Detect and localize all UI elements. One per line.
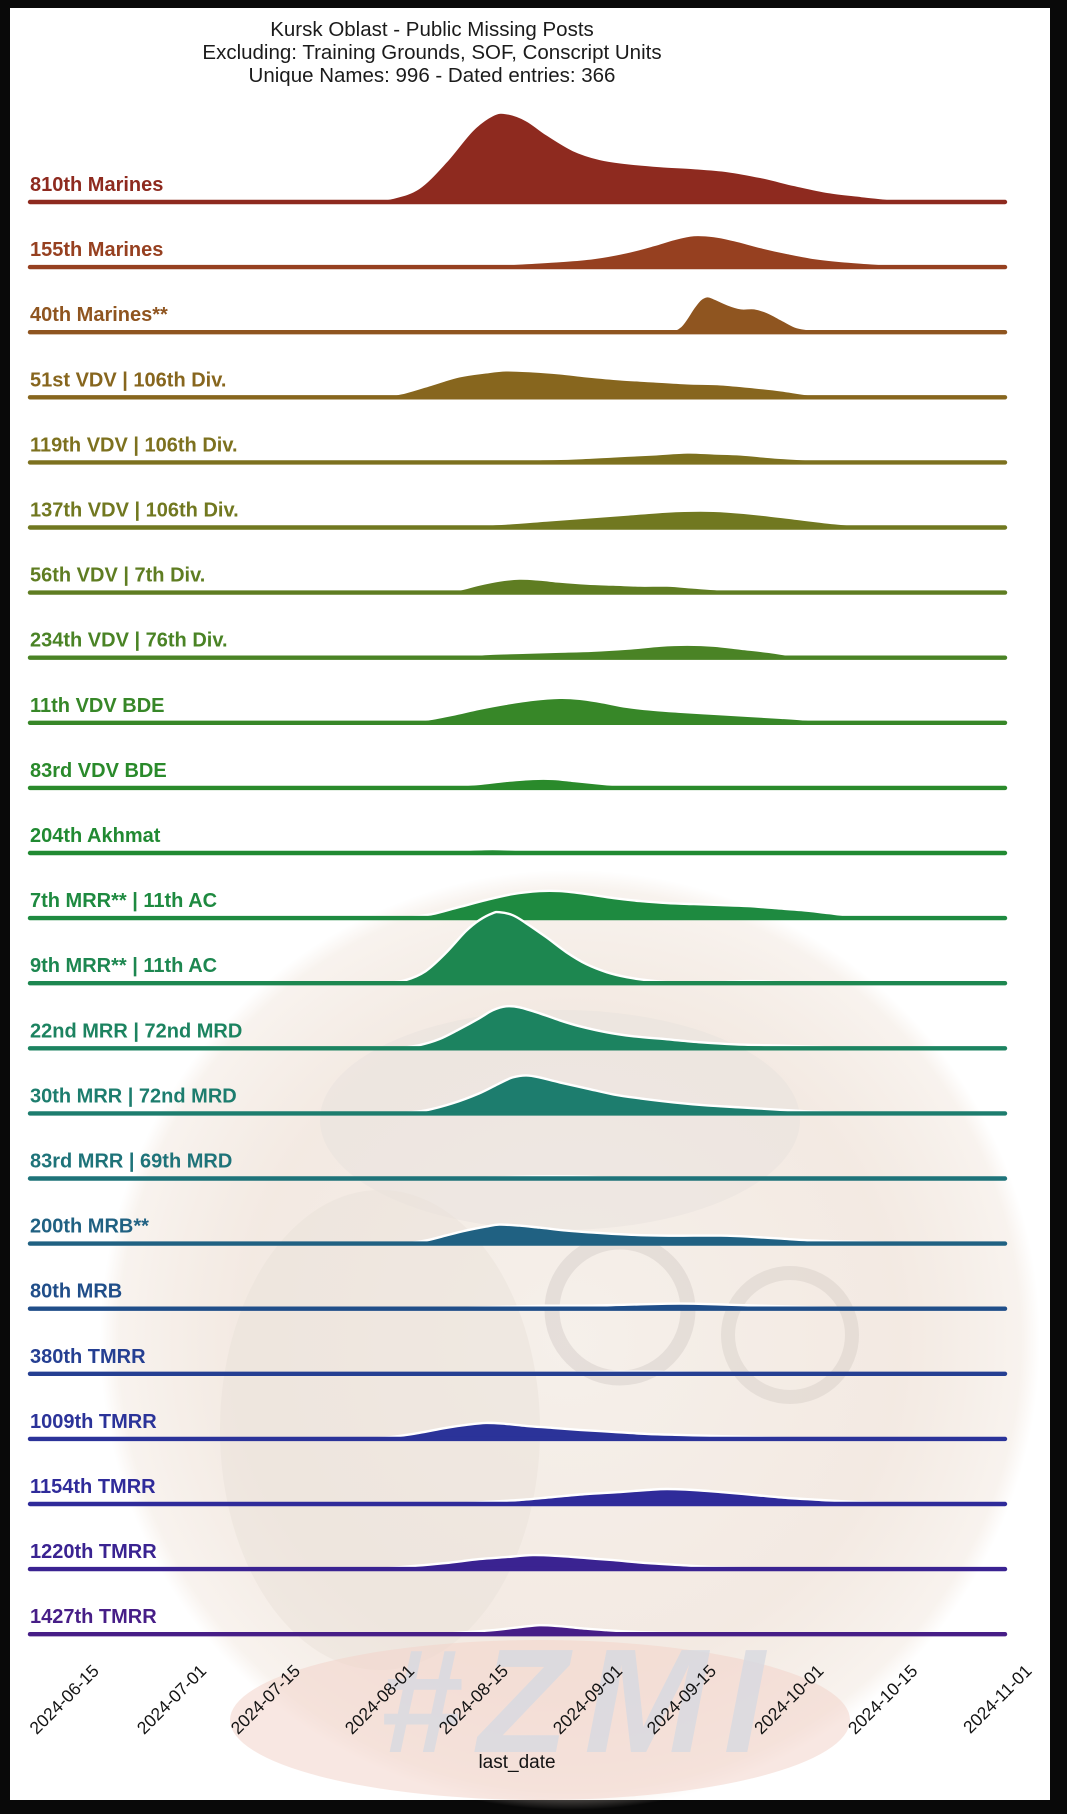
ridge-row-30th-mrr-72nd-mrd: 30th MRR | 72nd MRD: [27, 1074, 1008, 1116]
density-area: [438, 578, 761, 593]
title-line-1: Kursk Oblast - Public Missing Posts: [270, 18, 594, 41]
row-label: 234th VDV | 76th Div.: [30, 630, 228, 652]
row-label: 137th VDV | 106th Div.: [30, 500, 239, 522]
ridge-row-1009th-tmrr: 1009th TMRR: [27, 1411, 1008, 1442]
ridge-row-119th-vdv-106th-div: 119th VDV | 106th Div.: [27, 434, 1008, 465]
ridge-row-1427th-tmrr: 1427th TMRR: [27, 1606, 1008, 1637]
ridge-row-137th-vdv-106th-div: 137th VDV | 106th Div.: [27, 500, 1008, 530]
title-line-3: Unique Names: 996 - Dated entries: 366: [249, 64, 616, 87]
ridge-row-11th-vdv-bde: 11th VDV BDE: [27, 695, 1008, 725]
density-edge: [424, 509, 890, 529]
row-label: 11th VDV BDE: [30, 695, 164, 717]
density-edge: [451, 451, 870, 464]
row-label: 56th VDV | 7th Div.: [30, 565, 205, 587]
ridge-row-56th-vdv-7th-div: 56th VDV | 7th Div.: [27, 565, 1008, 595]
row-label: 83rd VDV BDE: [30, 760, 167, 782]
zmi-watermark-text: #ZMI: [379, 1619, 780, 1784]
row-label: 1009th TMRR: [30, 1411, 157, 1433]
ridge-row-22nd-mrr-72nd-mrd: 22nd MRR | 72nd MRD: [27, 1004, 1008, 1051]
ridge-row-1220th-tmrr: 1220th TMRR: [27, 1541, 1008, 1572]
logo-circle-watermark: [100, 870, 1040, 1810]
ridge-row-204th-akhmat: 204th Akhmat: [27, 825, 1008, 856]
row-label: 810th Marines: [30, 174, 163, 196]
row-label: 40th Marines**: [30, 304, 168, 326]
density-area: [398, 1075, 862, 1114]
ridge-rows: 810th Marines 155th Marines 40th Marines**…: [27, 111, 1008, 1637]
ridge-row-200th-mrb: 200th MRB**: [27, 1216, 1008, 1246]
density-edge: [404, 1223, 904, 1245]
row-label: 22nd MRR | 72nd MRD: [30, 1020, 242, 1042]
density-area: [459, 234, 922, 268]
row-label: 1427th TMRR: [30, 1606, 157, 1628]
density-edge: [397, 1074, 863, 1115]
row-label: 1220th TMRR: [30, 1541, 157, 1563]
mask-bottom-band: [230, 1640, 850, 1800]
density-edge: [404, 889, 883, 920]
ridge-row-234th-vdv-76th-div: 234th VDV | 76th Div.: [27, 630, 1008, 660]
density-area: [398, 1006, 855, 1049]
ridge-row-1154th-tmrr: 1154th TMRR: [27, 1476, 1008, 1507]
title-line-2: Excluding: Training Grounds, SOF, Conscr…: [202, 41, 661, 64]
ridge-row-40th-marines: 40th Marines**: [27, 294, 1008, 335]
ridge-row-83rd-mrr-69th-mrd: 83rd MRR | 69th MRD: [27, 1151, 1008, 1181]
ridge-row-9th-mrr-11th-ac: 9th MRR** | 11th AC: [27, 910, 1008, 986]
density-edge: [451, 1487, 910, 1506]
density-area: [378, 370, 862, 398]
density-edge: [377, 369, 863, 399]
row-label: 51st VDV | 106th Div.: [30, 369, 226, 391]
x-axis-title: last_date: [478, 1752, 555, 1773]
density-edge: [645, 294, 843, 334]
ridge-row-83rd-vdv-bde: 83rd VDV BDE: [27, 760, 1008, 791]
density-edge: [363, 111, 910, 204]
mask-forehead-shade: [320, 1010, 800, 1230]
ridge-row-155th-marines: 155th Marines: [27, 233, 1008, 270]
row-label: 380th TMRR: [30, 1346, 146, 1368]
density-edge: [437, 577, 763, 594]
row-label: 155th Marines: [30, 239, 163, 261]
ridge-row-51st-vdv-106th-div: 51st VDV | 106th Div.: [27, 369, 1008, 400]
density-edge: [397, 1004, 857, 1050]
row-label: 9th MRR** | 11th AC: [30, 955, 217, 977]
row-label: 80th MRB: [30, 1281, 122, 1303]
row-label: 200th MRB**: [30, 1216, 149, 1238]
density-edge: [363, 1421, 816, 1441]
density-area: [425, 778, 654, 788]
ridge-row-80th-mrb: 80th MRB: [27, 1281, 1008, 1311]
density-area: [425, 510, 889, 528]
row-label: 30th MRR | 72nd MRD: [30, 1085, 237, 1107]
density-area: [365, 112, 909, 202]
density-edge: [424, 643, 830, 659]
density-edge: [424, 777, 655, 790]
mask-eye-ring-right: [721, 1266, 859, 1404]
density-area: [452, 1489, 909, 1504]
density-area: [385, 912, 802, 984]
density-edge: [397, 696, 850, 724]
row-label: 83rd MRR | 69th MRD: [30, 1151, 232, 1173]
row-label: 119th VDV | 106th Div.: [30, 434, 238, 456]
density-area: [405, 890, 882, 919]
ridge-row-810th-marines: 810th Marines: [27, 111, 1008, 205]
row-label: 204th Akhmat: [30, 825, 161, 847]
density-edge: [457, 233, 924, 269]
row-label: 1154th TMRR: [30, 1476, 156, 1498]
row-label: 7th MRR** | 11th AC: [30, 890, 217, 912]
ridge-row-380th-tmrr: 380th TMRR: [27, 1346, 1008, 1377]
